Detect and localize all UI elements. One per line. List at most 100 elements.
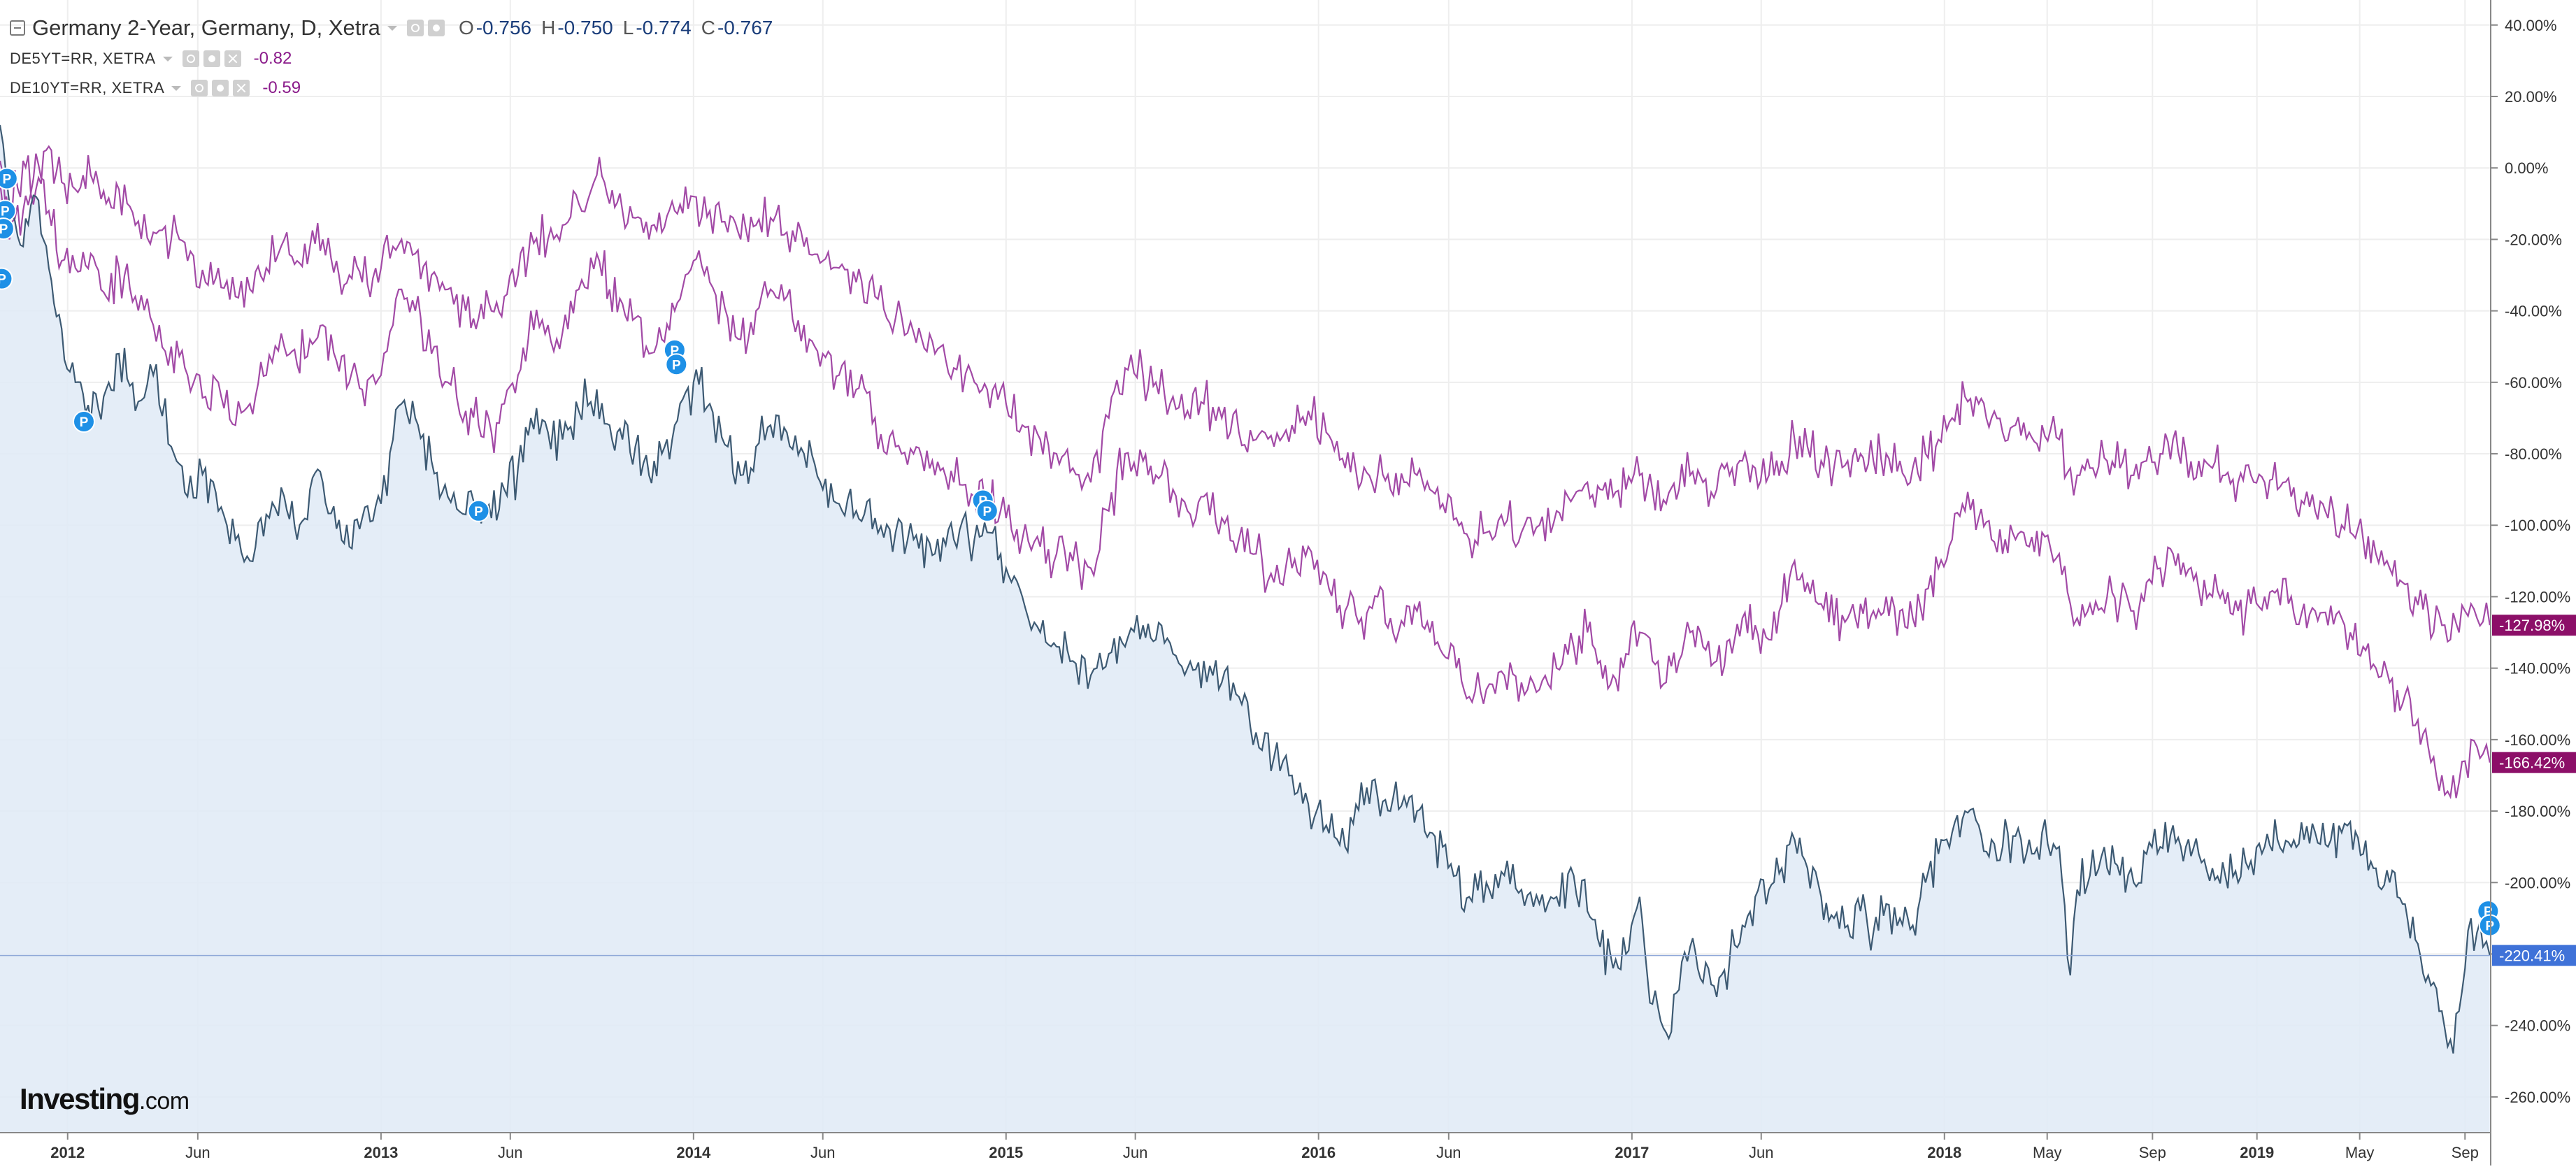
overlay-series-value: -0.59 [262, 78, 301, 97]
gear-icon[interactable] [212, 80, 229, 96]
last-value-label: -127.98% [2499, 617, 2565, 634]
y-tick-label: 20.00% [2505, 88, 2557, 106]
marker-circle [0, 267, 13, 290]
x-tick-label: May [2033, 1144, 2062, 1161]
legend-overlay-row: DE5YT=RR, XETRA -0.82 [10, 49, 292, 69]
event-marker[interactable]: P [0, 267, 13, 290]
y-tick-label: -60.00% [2505, 374, 2562, 392]
logo-domain: .com [138, 1088, 189, 1114]
eye-icon[interactable] [406, 20, 424, 36]
x-tick-label: Jun [1749, 1144, 1773, 1161]
marker-circle [467, 499, 490, 522]
overlay-series-name[interactable]: DE10YT=RR, XETRA [10, 79, 165, 96]
x-tick-label: 2016 [1301, 1144, 1336, 1161]
high-label: H [541, 17, 556, 38]
collapse-legend-icon[interactable] [10, 20, 25, 36]
y-tick-label: -240.00% [2505, 1017, 2570, 1035]
marker-label: P [0, 273, 6, 287]
legend-main-row: Germany 2-Year, Germany, D, Xetra O -0.7… [10, 15, 773, 41]
x-tick-label: Jun [185, 1144, 210, 1161]
event-marker[interactable]: P [72, 410, 95, 433]
overlay-series-name[interactable]: DE5YT=RR, XETRA [10, 50, 156, 67]
legend-overlay-row: DE10YT=RR, XETRA -0.59 [10, 78, 301, 98]
main-series-area [0, 124, 2490, 1133]
investing-logo: Investing.com [20, 1082, 189, 1116]
x-tick-label: Sep [2139, 1144, 2166, 1161]
marker-circle [0, 167, 18, 190]
low-label: L [622, 17, 634, 38]
y-tick-label: -100.00% [2505, 517, 2570, 534]
marker-circle [975, 499, 999, 522]
event-marker[interactable]: P [975, 499, 999, 522]
x-tick-label: Jun [1436, 1144, 1461, 1161]
open-value: -0.756 [475, 17, 532, 38]
eye-icon[interactable] [191, 80, 208, 96]
y-tick-label: -80.00% [2505, 445, 2562, 463]
marker-label: P [474, 505, 483, 519]
series-line [0, 153, 2491, 800]
last-value-label: -166.42% [2499, 754, 2565, 772]
last-value-badges: -220.41% -166.42% -127.98% [2492, 615, 2576, 966]
y-tick-label: -180.00% [2505, 803, 2570, 820]
x-tick-label: Jun [498, 1144, 522, 1161]
x-tick-label: 2015 [989, 1144, 1023, 1161]
event-marker[interactable]: P [0, 167, 18, 190]
series-line [0, 124, 2491, 1054]
x-tick-label: 2012 [50, 1144, 85, 1161]
y-tick-label: -160.00% [2505, 731, 2570, 749]
event-marker[interactable]: P [0, 217, 15, 241]
last-value-badge [2492, 945, 2576, 966]
overlay-dropdown-icon[interactable] [162, 56, 173, 62]
event-marker[interactable]: P [665, 353, 688, 376]
marker-circle [0, 217, 15, 241]
y-tick-label: 40.00% [2505, 17, 2557, 34]
series-line [0, 145, 2491, 643]
x-tick-label: 2019 [2240, 1144, 2274, 1161]
close-icon[interactable] [224, 50, 241, 67]
area-fill [0, 124, 2490, 1133]
last-value-label: -220.41% [2499, 947, 2565, 965]
marker-circle [72, 410, 95, 433]
marker-label: P [672, 358, 681, 373]
y-tick-label: -140.00% [2505, 660, 2570, 677]
overlay-dropdown-icon[interactable] [171, 85, 182, 91]
marker-label: P [1, 205, 10, 220]
event-marker[interactable]: P [467, 499, 490, 522]
x-tick-label: 2018 [1927, 1144, 1961, 1161]
last-value-badge [2492, 752, 2576, 773]
event-marker[interactable]: P [2478, 914, 2501, 937]
main-series-title[interactable]: Germany 2-Year, Germany, D, Xetra [32, 15, 380, 40]
y-tick-label: 0.00% [2505, 159, 2548, 177]
x-tick-label: 2014 [676, 1144, 711, 1161]
close-icon[interactable] [233, 80, 250, 96]
last-value-badge [2492, 615, 2576, 636]
marker-circle [2478, 914, 2501, 937]
high-value: -0.750 [557, 17, 613, 38]
x-tick-label: Jun [1123, 1144, 1147, 1161]
gear-icon[interactable] [203, 50, 220, 67]
close-value: -0.767 [717, 17, 773, 38]
marker-label: P [0, 222, 8, 237]
x-tick-label: 2017 [1615, 1144, 1649, 1161]
marker-label: P [2, 173, 11, 187]
open-label: O [458, 17, 474, 38]
event-marker[interactable]: P [0, 199, 17, 222]
overlay-series-value: -0.82 [253, 49, 292, 68]
x-tick-label: 2013 [364, 1144, 398, 1161]
main-series-dropdown-icon[interactable] [387, 25, 397, 31]
gear-icon[interactable] [427, 20, 445, 36]
event-markers[interactable]: PPPPPPPPPPPP [0, 167, 2501, 937]
marker-label: P [982, 505, 992, 519]
y-tick-label: -40.00% [2505, 303, 2562, 320]
low-value: -0.774 [636, 17, 692, 38]
marker-label: P [2485, 919, 2494, 934]
y-tick-label: -120.00% [2505, 588, 2570, 605]
x-tick-label: Jun [810, 1144, 835, 1161]
marker-circle [665, 353, 688, 376]
x-tick-label: May [2345, 1144, 2375, 1161]
y-tick-label: -200.00% [2505, 874, 2570, 891]
eye-icon[interactable] [182, 50, 199, 67]
x-tick-label: Sep [2452, 1144, 2479, 1161]
